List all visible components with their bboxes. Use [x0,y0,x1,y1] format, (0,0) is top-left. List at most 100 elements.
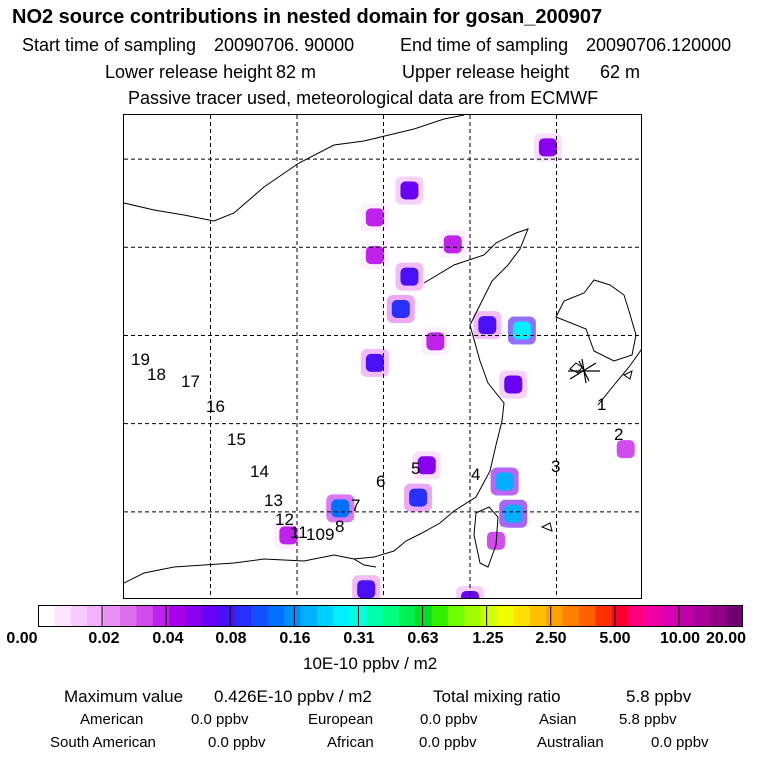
concentration-cell [504,375,523,394]
coastline-north [124,115,465,222]
colorbar-segment [267,605,285,627]
map-canvas [124,115,641,598]
colorbar-tick-label: 5.00 [599,630,631,647]
trajectory-label-12: 12 [275,510,294,529]
colorbar-segment [169,605,187,627]
trajectory-label-8: 8 [335,517,345,536]
colorbar-segment [87,605,105,627]
chart-title: NO2 source contributions in nested domai… [12,6,603,28]
max-value: 0.426E-10 ppbv / m2 [214,687,372,706]
region-value: 0.0 ppbv [651,734,709,751]
colorbar-segment [447,605,465,627]
region-value: 0.0 ppbv [419,734,477,751]
colorbar-segment [693,605,711,627]
trajectory-label-1: 1 [597,395,607,414]
colorbar-segment [251,605,269,627]
concentration-cell [443,235,462,254]
colorbar-segment [398,605,416,627]
concentration-cell [357,580,376,598]
colorbar-tick-label: 0.00 [6,630,38,647]
region-name: Australian [537,734,604,751]
concentration-cell [400,267,419,286]
colorbar-segment [70,605,88,627]
concentration-cell [426,332,445,351]
trajectory-label-2: 2 [614,425,624,444]
region-value: 5.8 ppbv [619,711,677,728]
concentration-cell [417,456,436,475]
concentration-cell [391,300,410,318]
colorbar-tick-label: 10.00 [659,630,701,647]
colorbar-segment [497,605,514,627]
concentration-cell [616,440,635,459]
trajectory-label-9: 9 [325,525,335,544]
trajectory-label-13: 13 [264,491,283,510]
coastlines [124,115,641,584]
concentration-cell [495,472,514,491]
colorbar-segment [234,605,252,627]
colorbar-tick-label: 0.31 [343,630,375,647]
concentration-cell [478,316,497,335]
colorbar-tick-label: 0.16 [279,630,311,647]
region-name: American [80,711,144,728]
region-value: 0.0 ppbv [191,711,249,728]
trajectory-label-16: 16 [206,397,225,416]
lower-release-label: Lower release height [105,62,273,82]
concentration-cell [279,526,298,545]
colorbar-segment [464,605,482,627]
colorbar-segment [677,605,695,627]
colorbar-tick-label: 1.25 [472,630,504,647]
total-mixing-value: 5.8 ppbv [626,687,692,706]
end-time-value: 20090706.120000 [586,35,732,55]
colorbar-segment [415,605,432,627]
coastline-korea [555,279,637,362]
max-value-label: Maximum value [64,687,184,706]
trajectory-label-10: 10 [306,525,325,544]
total-mixing-label: Total mixing ratio [433,687,561,706]
upper-release-value: 62 m [600,62,641,82]
colorbar-segment [661,605,678,627]
colorbar [38,605,743,627]
colorbar-segment [54,605,72,627]
region-value: 0.0 ppbv [420,711,478,728]
colorbar-segment [185,605,203,627]
colorbar-tick-label: 20.00 [705,630,747,647]
colorbar-border [38,605,743,627]
colorbar-tick-label: 0.08 [215,630,247,647]
coastline-china-east [353,228,529,560]
colorbar-segment [283,605,301,627]
colorbar-segment [365,605,383,627]
colorbar-segment [710,605,728,627]
colorbar-tick-label: 0.04 [152,630,184,647]
colorbar-segment [562,605,580,627]
colorbar-tick-label: 2.50 [535,630,567,647]
colorbar-tick-label: 0.63 [407,630,439,647]
colorbar-segment [119,605,137,627]
colorbar-segment [628,605,646,627]
trajectory-label-3: 3 [551,457,561,476]
concentration-cell [504,504,523,523]
colorbar-segment [431,605,449,627]
coastline-south [124,554,377,584]
region-name: African [327,734,374,751]
trajectory-label-19: 19 [131,350,150,369]
lower-release-value: 82 m [276,62,317,82]
colorbar-segment [595,605,613,627]
end-time-label: End time of sampling [400,35,569,55]
colorbar-tick-label: 0.02 [88,630,120,647]
concentration-cell [365,208,384,227]
colorbar-segment [38,605,55,627]
colorbar-segment [136,605,154,627]
colorbar-segment [152,605,170,627]
colorbar-segment [726,605,743,627]
colorbar-segment [316,605,334,627]
start-time-value: 20090706. 90000 [214,35,355,55]
trajectory-label-14: 14 [250,462,269,481]
colorbar-segment [300,605,318,627]
colorbar-segment [579,605,596,627]
concentration-cell [331,499,350,518]
trajectory-label-7: 7 [351,496,361,515]
upper-release-label: Upper release height [402,62,570,82]
colorbar-segment [644,605,662,627]
colorbar-segment [611,605,629,627]
coastline-taiwan [473,506,499,568]
